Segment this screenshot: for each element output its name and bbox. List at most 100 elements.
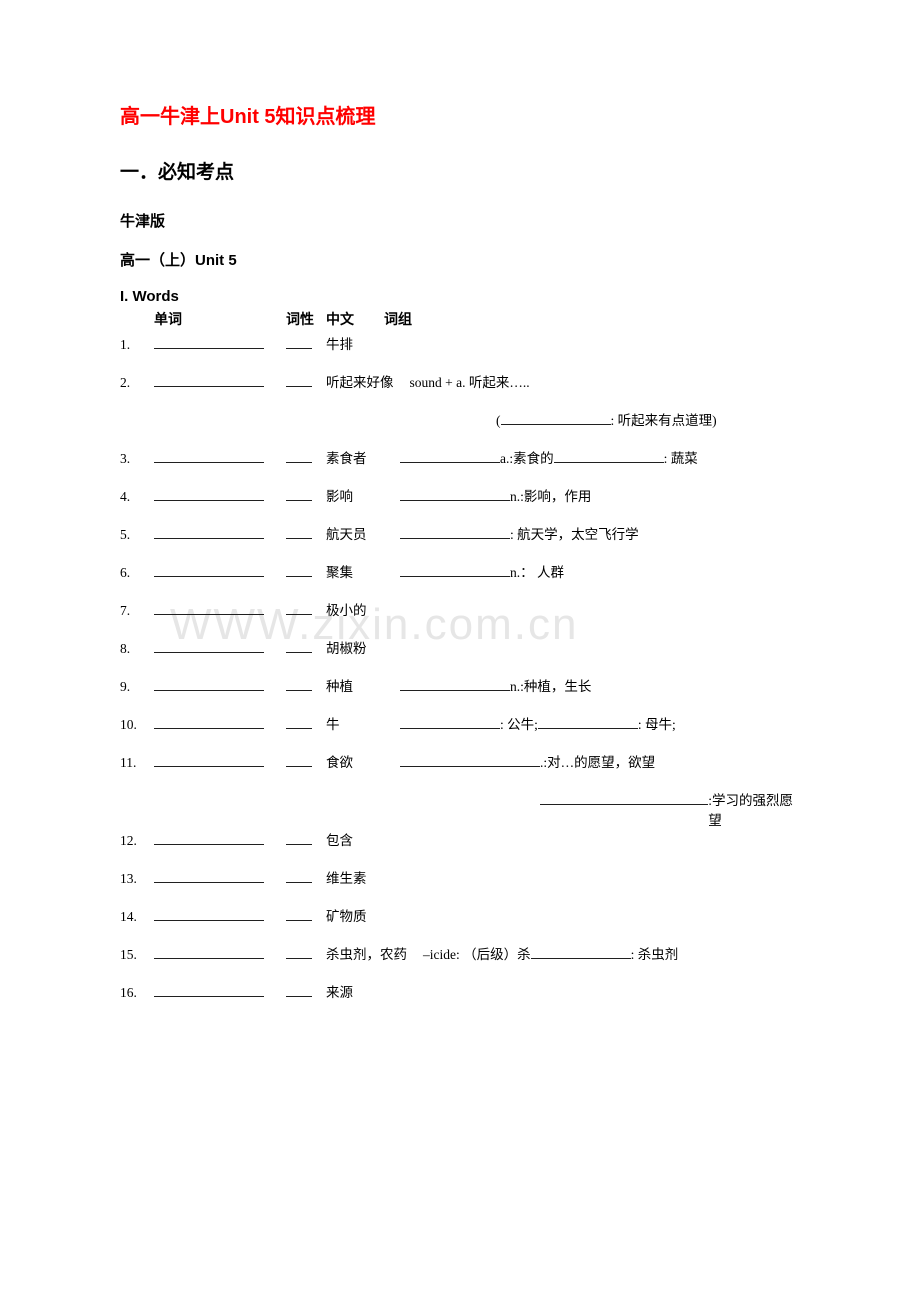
- extra-text: : 蔬菜: [664, 447, 698, 467]
- blank-word: [154, 869, 264, 883]
- chinese-meaning: 维生素: [326, 867, 384, 887]
- edition-label: 牛津版: [120, 210, 800, 231]
- chinese-meaning: 牛: [326, 713, 384, 733]
- chinese-meaning: 极小的: [326, 599, 384, 619]
- blank-pos: [286, 525, 312, 539]
- col-phrase: 词组: [384, 309, 412, 329]
- blank-pos: [286, 715, 312, 729]
- extra-content: n.： 人群: [400, 561, 564, 581]
- blank-inline: [400, 677, 510, 691]
- row-number: 14.: [120, 909, 154, 925]
- blank-inline: [400, 449, 500, 463]
- extra-content: –icide: （后级）杀 : 杀虫剂: [423, 943, 678, 963]
- table-row: 14. 矿物质: [120, 905, 800, 943]
- blank-inline: [538, 715, 638, 729]
- blank-word: [154, 449, 264, 463]
- blank-pos: [286, 907, 312, 921]
- page-title: 高一牛津上Unit 5知识点梳理: [120, 100, 800, 129]
- table-row: 7.极小的: [120, 599, 800, 637]
- blank-inline: [554, 449, 664, 463]
- chinese-meaning: 牛排: [326, 333, 384, 353]
- extra-text: : 杀虫剂: [631, 943, 679, 963]
- blank-pos: [286, 449, 312, 463]
- col-cn: 中文: [326, 309, 384, 329]
- row-number: 11.: [120, 755, 154, 771]
- extra2-suffix: :学习的强烈愿望: [708, 789, 800, 829]
- table-row: 9. 种植 n.:种植，生长: [120, 675, 800, 713]
- blank-pos: [286, 487, 312, 501]
- blank-inline: [400, 525, 510, 539]
- row-number: 9.: [120, 679, 154, 695]
- chinese-meaning: 航天员: [326, 523, 384, 543]
- section-header: 一．必知考点: [120, 157, 800, 184]
- table-row: 8. 胡椒粉: [120, 637, 800, 675]
- blank-word: [154, 677, 264, 691]
- chinese-meaning: 素食者: [326, 447, 384, 467]
- row-number: 16.: [120, 985, 154, 1001]
- row-number: 3.: [120, 451, 154, 467]
- extra-content: a.:素食的 : 蔬菜: [400, 447, 698, 467]
- blank-pos: [286, 677, 312, 691]
- chinese-meaning: 听起来好像: [326, 371, 394, 391]
- extra-content: : 航天学，太空飞行学: [400, 523, 639, 543]
- column-header-row: 单词 词性 中文 词组: [120, 309, 800, 333]
- blank-inline: [400, 753, 540, 767]
- blank-word: [154, 601, 264, 615]
- table-row: 6. 聚集 n.： 人群: [120, 561, 800, 599]
- table-row: 15. 杀虫剂，农药 –icide: （后级）杀 : 杀虫剂: [120, 943, 800, 981]
- blank-inline: [531, 945, 631, 959]
- extra-content: sound + a. 听起来…..: [410, 371, 530, 391]
- row-number: 1.: [120, 337, 154, 353]
- blank-inline: [400, 715, 500, 729]
- blank-inline: [400, 487, 510, 501]
- unit-label: 高一（上）Unit 5: [120, 249, 800, 270]
- extra-text: –icide: （后级）杀: [423, 943, 531, 963]
- chinese-meaning: 杀虫剂，农药: [326, 943, 407, 963]
- extra-text: : 公牛;: [500, 713, 538, 733]
- row-number: 5.: [120, 527, 154, 543]
- extra-text: n.:种植，生长: [510, 675, 591, 695]
- extra-content: : 公牛; : 母牛;: [400, 713, 676, 733]
- table-row: 13.维生素: [120, 867, 800, 905]
- blank-pos: [286, 563, 312, 577]
- chinese-meaning: 矿物质: [326, 905, 384, 925]
- blank-word: [154, 907, 264, 921]
- table-row: 2. 听起来好像 sound + a. 听起来…..: [120, 371, 800, 409]
- chinese-meaning: 来源: [326, 981, 384, 1001]
- row-number: 2.: [120, 375, 154, 391]
- row-number: 15.: [120, 947, 154, 963]
- blank-word: [154, 945, 264, 959]
- table-row: 12.包含: [120, 829, 800, 867]
- chinese-meaning: 胡椒粉: [326, 637, 384, 657]
- row-number: 8.: [120, 641, 154, 657]
- blank-inline: [400, 563, 510, 577]
- chinese-meaning: 包含: [326, 829, 384, 849]
- extra-text: a.:素食的: [500, 447, 554, 467]
- extra2-suffix: : 听起来有点道理): [611, 409, 717, 429]
- extra-text: .:对…的愿望，欲望: [540, 751, 655, 771]
- words-section-label: I. Words: [120, 288, 800, 305]
- table-row: 4.影响 n.:影响，作用: [120, 485, 800, 523]
- document-content: 高一牛津上Unit 5知识点梳理 一．必知考点 牛津版 高一（上）Unit 5 …: [120, 100, 800, 1019]
- row-number: 10.: [120, 717, 154, 733]
- blank-pos: [286, 373, 312, 387]
- blank-word: [154, 831, 264, 845]
- row-number: 6.: [120, 565, 154, 581]
- table-row: 16. 来源: [120, 981, 800, 1019]
- blank-pos: [286, 601, 312, 615]
- extra-content: n.:影响，作用: [400, 485, 591, 505]
- col-word: 单词: [154, 309, 286, 329]
- blank-word: [154, 335, 264, 349]
- blank-word: [154, 373, 264, 387]
- blank-pos: [286, 983, 312, 997]
- chinese-meaning: 食欲: [326, 751, 384, 771]
- chinese-meaning: 种植: [326, 675, 384, 695]
- row-number: 4.: [120, 489, 154, 505]
- chinese-meaning: 聚集: [326, 561, 384, 581]
- table-row: 10. 牛 : 公牛; : 母牛;: [120, 713, 800, 751]
- blank-pos: [286, 335, 312, 349]
- rows-container: 1.牛排2.听起来好像sound + a. 听起来…..(: 听起来有点道理)3…: [120, 333, 800, 1019]
- table-row: 5. 航天员 : 航天学，太空飞行学: [120, 523, 800, 561]
- blank-inline: [540, 791, 708, 805]
- table-row-continuation: :学习的强烈愿望: [540, 789, 800, 829]
